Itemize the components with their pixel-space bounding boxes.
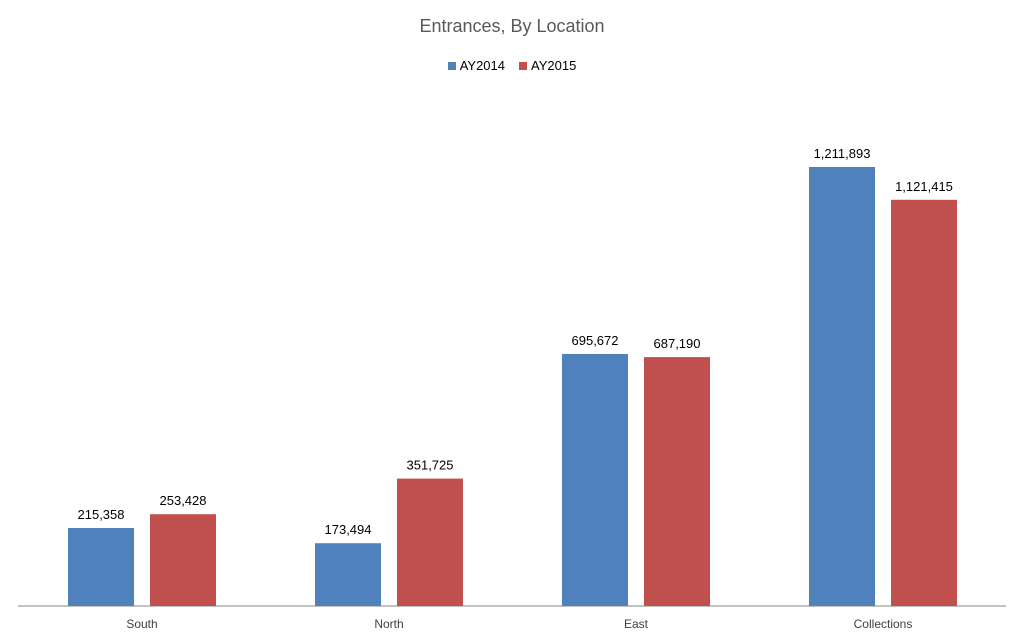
- bar-ay2014-collections: [809, 167, 875, 606]
- data-label-ay2015-east: 687,190: [654, 336, 701, 351]
- bar-ay2014-south: [68, 528, 134, 606]
- legend-swatch-ay2014: [447, 61, 456, 70]
- legend-swatch-ay2015: [519, 61, 527, 70]
- data-label-ay2015-south: 253,428: [160, 493, 207, 508]
- chart-title: Entrances, By Location: [419, 16, 605, 36]
- legend-item-ay2015: AY2015: [519, 58, 576, 73]
- data-label-ay2015-collections: 1,121,415: [895, 179, 953, 194]
- bar-ay2014-north: [315, 543, 381, 606]
- data-label-ay2014-east: 695,672: [572, 333, 619, 348]
- legend-item-ay2014: AY2014: [447, 58, 505, 73]
- x-tick-label-collections: Collections: [854, 617, 913, 631]
- bar-ay2014-east: [562, 354, 628, 606]
- data-label-ay2014-collections: 1,211,893: [814, 146, 871, 161]
- x-tick-label-east: East: [624, 617, 649, 631]
- data-label-ay2015-north: 351,725: [407, 458, 454, 473]
- legend: AY2014 AY2015: [0, 58, 1024, 73]
- bar-ay2015-north: [397, 478, 463, 606]
- x-tick-label-south: South: [126, 617, 157, 631]
- data-label-ay2014-south: 215,358: [78, 507, 125, 522]
- bar-ay2015-east: [644, 357, 710, 606]
- legend-label-ay2014: AY2014: [459, 58, 505, 73]
- legend-label-ay2015: AY2015: [531, 58, 577, 73]
- bar-ay2015-south: [150, 514, 216, 606]
- x-tick-label-north: North: [374, 617, 403, 631]
- bar-ay2015-collections: [891, 199, 957, 607]
- data-label-ay2014-north: 173,494: [325, 522, 372, 537]
